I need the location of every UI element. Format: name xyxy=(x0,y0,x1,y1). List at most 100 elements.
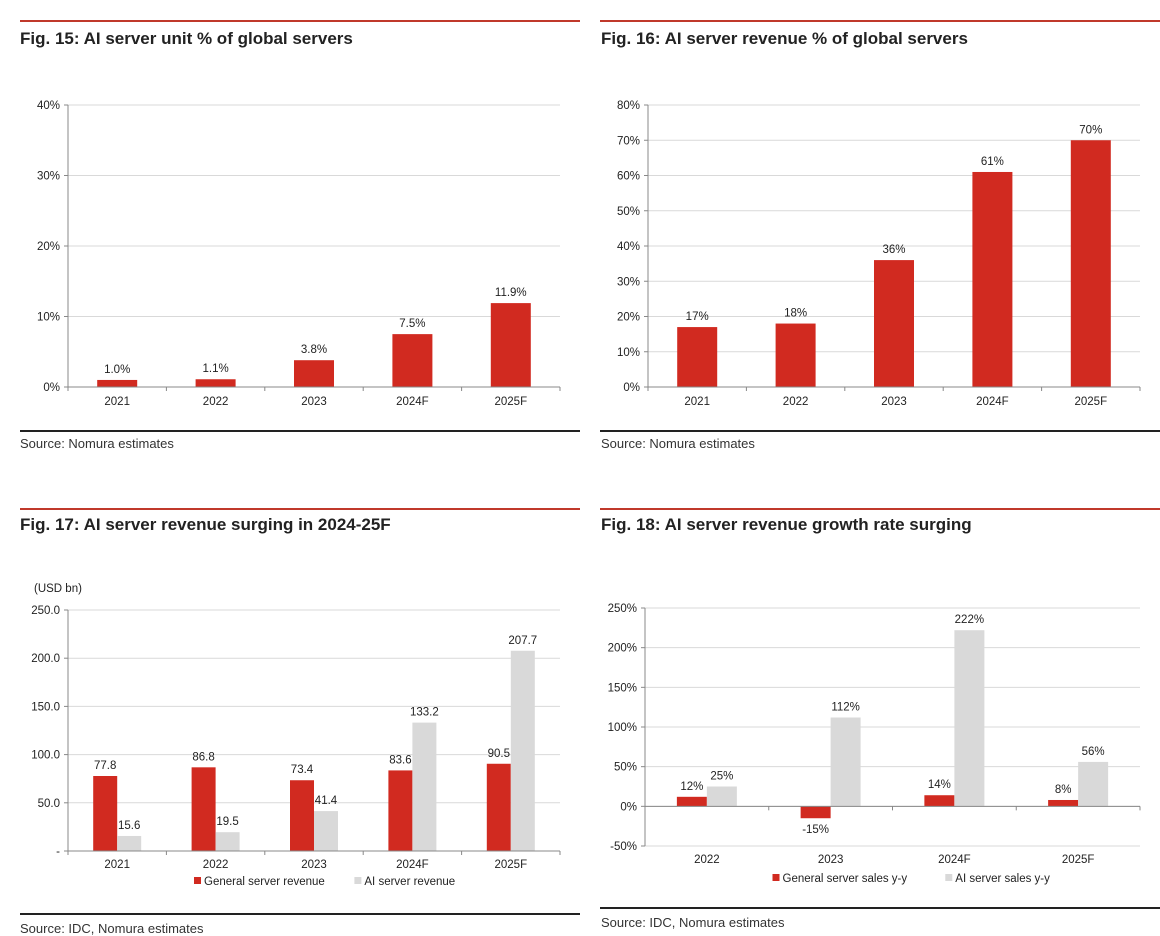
x-tick-label: 2023 xyxy=(301,396,327,408)
y-tick-label: 100% xyxy=(608,722,637,734)
y-tick-label: 60% xyxy=(617,171,640,183)
y-tick-label: 100.0 xyxy=(31,750,60,762)
x-tick-label: 2025F xyxy=(1074,396,1107,408)
y-tick-label: 30% xyxy=(37,171,60,183)
fig16-source: Source: Nomura estimates xyxy=(601,436,755,451)
y-tick-label: 0% xyxy=(623,382,640,394)
legend-label-2: AI server revenue xyxy=(364,876,455,888)
fig16-title: Fig. 16: AI server revenue % of global s… xyxy=(601,29,968,48)
bar-series2-2023 xyxy=(314,811,338,851)
data-label: 3.8% xyxy=(301,344,327,356)
data-label: 14% xyxy=(928,779,951,791)
fig16-top-rule xyxy=(600,20,1160,22)
data-label: 61% xyxy=(981,156,1004,168)
data-label: -15% xyxy=(802,824,829,836)
y-tick-label: -50% xyxy=(610,841,637,853)
bar-series1-2023 xyxy=(874,260,914,387)
legend-label-2: AI server sales y-y xyxy=(955,873,1050,885)
bar-series1-2023 xyxy=(800,806,831,819)
bar-series1-2025F xyxy=(1070,140,1111,387)
fig17-bottom-rule xyxy=(20,913,580,915)
x-tick-label: 2021 xyxy=(104,396,130,408)
x-tick-label: 2024F xyxy=(396,396,429,408)
x-tick-label: 2022 xyxy=(203,396,229,408)
data-label: 18% xyxy=(784,308,807,320)
y-tick-label: 200.0 xyxy=(31,653,60,665)
bar-series2-2021 xyxy=(117,835,142,851)
fig18-source: Source: IDC, Nomura estimates xyxy=(601,915,785,930)
data-label: 8% xyxy=(1055,784,1072,796)
y-tick-label: 50% xyxy=(617,206,640,218)
legend-label-1: General server sales y-y xyxy=(783,873,908,885)
unit-label: (USD bn) xyxy=(34,583,82,595)
y-tick-label: 40% xyxy=(37,100,60,112)
x-tick-label: 2023 xyxy=(301,859,327,871)
legend-swatch-1 xyxy=(194,877,201,884)
fig16-chart: 0% 10% 20% 30% 40% 50% 60% 70% 80% 17% 2021 18% 2022… xyxy=(617,100,1141,408)
bar-series1-2022 xyxy=(191,767,216,851)
fig17-source: Source: IDC, Nomura estimates xyxy=(20,921,204,936)
y-tick-label: 40% xyxy=(617,241,640,253)
data-label: 7.5% xyxy=(399,318,425,330)
bar-series1-2025F xyxy=(486,763,511,851)
fig17-chart: - 50.0 100.0 150.0 200.0 250.0 77.8 15.6 2021 86.… xyxy=(31,583,561,888)
bar-series1-2022 xyxy=(775,323,816,387)
data-label: 77.8 xyxy=(94,760,116,772)
fig18-bottom-rule xyxy=(600,907,1160,909)
data-label: 56% xyxy=(1082,746,1105,758)
data-label: 12% xyxy=(680,781,703,793)
legend-swatch-2 xyxy=(945,874,953,881)
data-label: 83.6 xyxy=(389,754,411,766)
x-tick-label: 2024F xyxy=(396,859,429,871)
y-tick-label: 50% xyxy=(614,762,637,774)
y-tick-label: 250.0 xyxy=(31,605,60,617)
data-label: 1.1% xyxy=(202,363,228,375)
x-tick-label: 2022 xyxy=(203,859,229,871)
bar-series1-2021 xyxy=(677,327,718,387)
bar-series1-2021 xyxy=(97,379,138,387)
x-tick-label: 2025F xyxy=(1062,854,1095,866)
y-tick-label: 50.0 xyxy=(38,798,60,810)
fig18-title: Fig. 18: AI server revenue growth rate s… xyxy=(601,515,972,534)
bar-series2-2025F xyxy=(1078,761,1109,807)
x-tick-label: 2022 xyxy=(694,854,720,866)
x-tick-label: 2023 xyxy=(881,396,907,408)
data-label: 133.2 xyxy=(410,707,439,719)
y-tick-label: 0% xyxy=(43,382,60,394)
bar-series1-2025F xyxy=(1048,799,1079,807)
data-label: 112% xyxy=(831,701,860,713)
y-tick-label: 70% xyxy=(617,135,640,147)
bar-series2-2024F xyxy=(954,630,985,807)
bar-series2-2022 xyxy=(706,786,737,807)
data-label: 25% xyxy=(710,771,733,783)
fig15-title: Fig. 15: AI server unit % of global serv… xyxy=(20,29,353,48)
data-label: 19.5 xyxy=(216,816,238,828)
bar-series1-2023 xyxy=(294,360,334,387)
y-tick-label: 10% xyxy=(37,312,60,324)
data-label: 73.4 xyxy=(291,764,314,776)
bar-series1-2024F xyxy=(924,795,955,807)
legend-label-1: General server revenue xyxy=(204,876,325,888)
y-tick-label: 200% xyxy=(608,643,637,655)
bar-series1-2025F xyxy=(490,303,531,387)
y-tick-label: 20% xyxy=(37,241,60,253)
fig16-bottom-rule xyxy=(600,430,1160,432)
y-tick-label: 150.0 xyxy=(31,701,60,713)
x-tick-label: 2025F xyxy=(494,859,527,871)
bar-series2-2022 xyxy=(215,832,240,851)
data-label: 11.9% xyxy=(495,287,527,299)
bar-series1-2022 xyxy=(195,379,236,387)
legend-swatch-1 xyxy=(772,874,780,881)
bar-series1-2022 xyxy=(676,796,707,807)
fig15-top-rule xyxy=(20,20,580,22)
bar-series1-2021 xyxy=(93,776,118,851)
x-tick-label: 2024F xyxy=(976,396,1009,408)
bar-series1-2023 xyxy=(290,780,314,851)
y-tick-label: 20% xyxy=(617,312,640,324)
x-tick-label: 2024F xyxy=(938,854,971,866)
data-label: 90.5 xyxy=(488,748,510,760)
data-label: 1.0% xyxy=(104,364,130,376)
y-tick-label: 150% xyxy=(608,682,637,694)
x-tick-label: 2022 xyxy=(783,396,809,408)
bar-series2-2024F xyxy=(412,722,437,851)
